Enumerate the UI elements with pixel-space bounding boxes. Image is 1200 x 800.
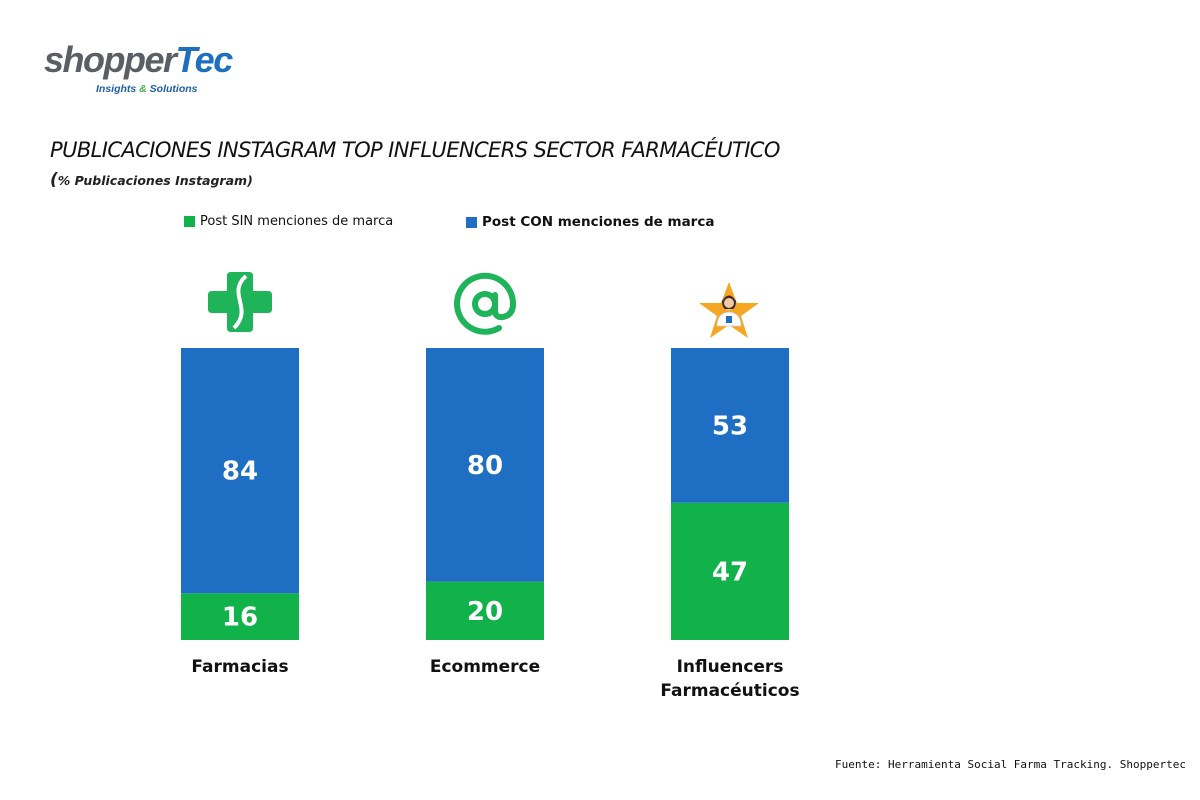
data-label-ecommerce-con: 80 xyxy=(467,451,503,481)
pharmacy-cross-icon xyxy=(208,272,272,332)
data-label-farmacias-con: 84 xyxy=(222,457,258,487)
category-icons xyxy=(208,272,759,338)
at-sign-icon xyxy=(457,276,513,332)
stacked-bar-chart: 16 84 20 80 47 53 Farmacias Ecommerce Influence… xyxy=(0,0,1200,800)
category-labels: Farmacias Ecommerce Influencers Farmacéutic… xyxy=(191,657,799,701)
category-label-farmacias: Farmacias xyxy=(191,657,288,677)
category-label-influencers-farmaceuticos-line1: Influencers xyxy=(677,657,784,677)
data-label-farmacias-sin: 16 xyxy=(222,603,258,633)
data-label-ecommerce-sin: 20 xyxy=(467,597,503,627)
source-note: Fuente: Herramienta Social Farma Trackin… xyxy=(835,758,1186,771)
data-label-influencers-farmaceuticos-sin: 47 xyxy=(712,557,748,587)
category-label-influencers-farmaceuticos-line2: Farmacéuticos xyxy=(660,681,799,701)
star-pharmacist-icon xyxy=(699,282,759,338)
category-label-ecommerce: Ecommerce xyxy=(430,657,540,677)
data-label-influencers-farmaceuticos-con: 53 xyxy=(712,411,748,441)
chart-bars: 16 84 20 80 47 53 xyxy=(181,348,789,640)
